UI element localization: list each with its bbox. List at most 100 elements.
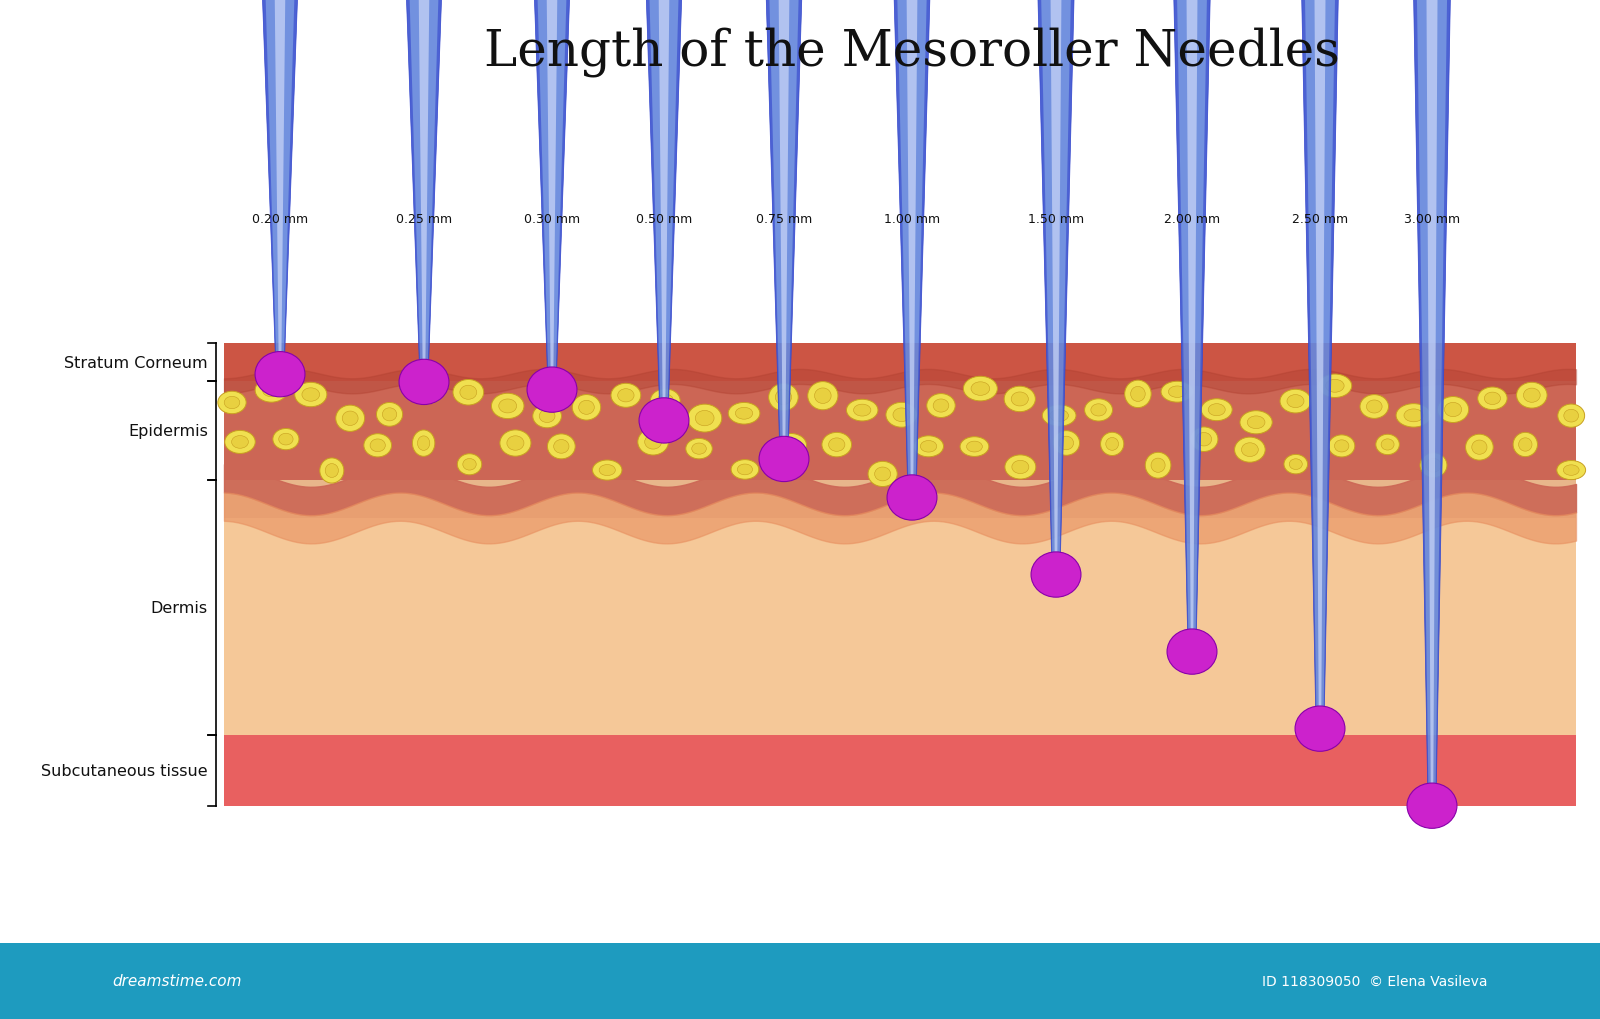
Ellipse shape [526,368,578,413]
Ellipse shape [554,440,570,453]
Polygon shape [1323,0,1339,729]
Ellipse shape [1523,388,1541,403]
Ellipse shape [1406,784,1458,828]
Ellipse shape [814,388,830,405]
Ellipse shape [1318,375,1352,398]
Text: 1.00 mm: 1.00 mm [883,213,941,226]
Ellipse shape [966,441,982,452]
Ellipse shape [728,404,760,425]
Text: 0.30 mm: 0.30 mm [523,213,581,226]
Ellipse shape [1005,387,1035,413]
Ellipse shape [875,468,891,481]
Polygon shape [405,0,421,382]
Polygon shape [1301,0,1339,729]
Ellipse shape [224,431,256,454]
Ellipse shape [1558,405,1584,428]
Ellipse shape [1146,452,1171,479]
Ellipse shape [1085,399,1112,422]
Ellipse shape [453,380,483,406]
Ellipse shape [418,436,430,451]
Polygon shape [546,0,558,390]
Ellipse shape [1334,440,1349,452]
Ellipse shape [933,399,949,413]
Ellipse shape [320,459,344,484]
Ellipse shape [1162,382,1194,403]
Ellipse shape [1050,411,1069,422]
Ellipse shape [1042,406,1075,427]
Ellipse shape [336,406,365,432]
Ellipse shape [853,405,870,417]
Ellipse shape [1326,380,1344,393]
Polygon shape [667,0,683,421]
Bar [224,382,1576,481]
Ellipse shape [1190,428,1218,452]
Ellipse shape [598,465,616,476]
Text: ID 118309050  © Elena Vasileva: ID 118309050 © Elena Vasileva [1262,974,1488,987]
Bar [224,344,1576,806]
Polygon shape [1195,0,1211,652]
Ellipse shape [1283,454,1307,475]
Ellipse shape [579,400,594,415]
Ellipse shape [1360,395,1389,419]
Ellipse shape [893,409,910,422]
Polygon shape [915,0,931,498]
Text: 0.50 mm: 0.50 mm [635,213,693,226]
Text: 1.50 mm: 1.50 mm [1027,213,1085,226]
Ellipse shape [645,435,661,449]
Ellipse shape [1011,392,1029,407]
Polygon shape [893,0,931,498]
Ellipse shape [1445,403,1462,417]
Ellipse shape [1053,431,1080,455]
Ellipse shape [1235,438,1266,463]
Polygon shape [645,0,661,421]
Polygon shape [555,0,571,390]
Ellipse shape [1242,443,1258,458]
Ellipse shape [736,408,752,420]
Ellipse shape [651,389,680,413]
Polygon shape [283,0,299,375]
Ellipse shape [618,389,634,403]
Text: 0.75 mm: 0.75 mm [755,213,813,226]
Ellipse shape [638,429,669,455]
Ellipse shape [592,461,622,481]
Ellipse shape [1091,405,1106,417]
Ellipse shape [611,384,640,408]
Ellipse shape [262,384,280,397]
Ellipse shape [376,404,403,427]
Ellipse shape [846,399,878,422]
Polygon shape [1037,0,1075,575]
Ellipse shape [325,464,339,478]
Ellipse shape [1197,433,1211,446]
Polygon shape [418,0,430,382]
Ellipse shape [822,433,851,458]
Polygon shape [1186,0,1198,652]
Ellipse shape [782,439,800,452]
Ellipse shape [370,439,386,452]
Ellipse shape [971,382,990,396]
Ellipse shape [920,441,936,452]
Ellipse shape [224,397,240,410]
Polygon shape [274,0,286,375]
Ellipse shape [869,462,898,487]
Ellipse shape [1059,437,1074,450]
Ellipse shape [1280,390,1310,414]
Ellipse shape [1131,387,1146,403]
Ellipse shape [1248,417,1266,429]
Polygon shape [1173,0,1211,652]
Ellipse shape [1125,381,1150,409]
Polygon shape [1301,0,1317,729]
Ellipse shape [1518,438,1533,451]
Ellipse shape [914,436,944,458]
Polygon shape [533,0,549,390]
Ellipse shape [926,394,955,418]
Ellipse shape [232,436,248,448]
Text: Length of the Mesoroller Needles: Length of the Mesoroller Needles [485,26,1339,76]
Ellipse shape [963,377,997,401]
Ellipse shape [507,436,523,450]
Ellipse shape [1366,400,1382,414]
Polygon shape [261,0,299,375]
Polygon shape [765,0,781,460]
Ellipse shape [1381,439,1394,450]
Text: Dermis: Dermis [150,600,208,615]
Ellipse shape [696,411,714,426]
